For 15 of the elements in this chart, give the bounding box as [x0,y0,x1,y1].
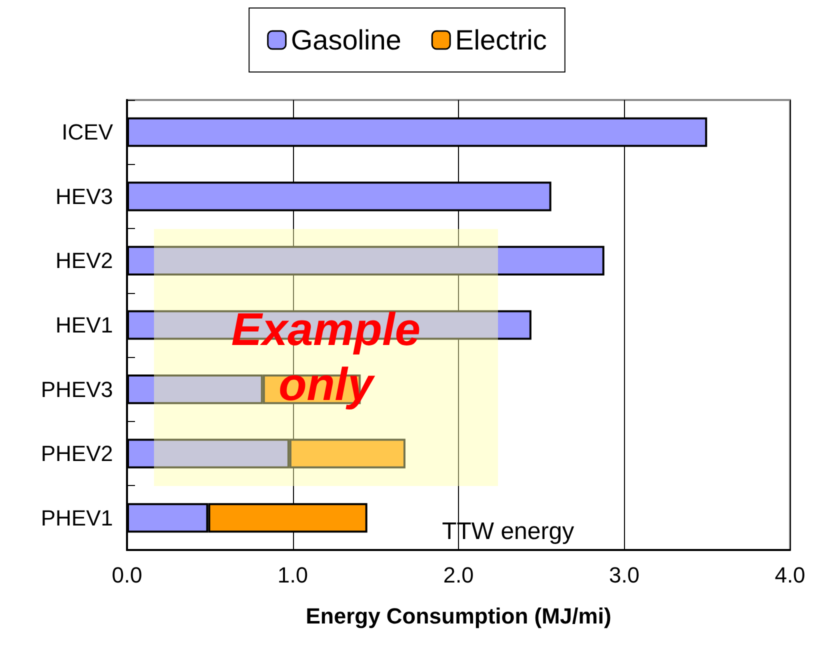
y-tick-label: HEV3 [56,184,113,209]
y-tick-label: PHEV3 [40,376,113,402]
y-tick-label: PHEV2 [40,441,113,466]
y-tick-label: HEV2 [56,248,113,274]
x-tick-label: 4.0 [774,562,806,588]
y-tick-label: ICEV [62,120,114,145]
x-tick-label: 2.0 [443,562,474,588]
x-tick-label: 3.0 [608,562,640,588]
x-axis-title: Energy Consumption (MJ/mi) [306,604,612,628]
legend-label: Gasoline [290,24,402,56]
x-tick-label: 1.0 [277,562,308,588]
x-tick-label: 0.0 [112,562,142,588]
legend-label: Electric [455,24,547,56]
y-tick-label: PHEV1 [40,505,113,530]
y-tick-label: HEV1 [56,312,113,338]
